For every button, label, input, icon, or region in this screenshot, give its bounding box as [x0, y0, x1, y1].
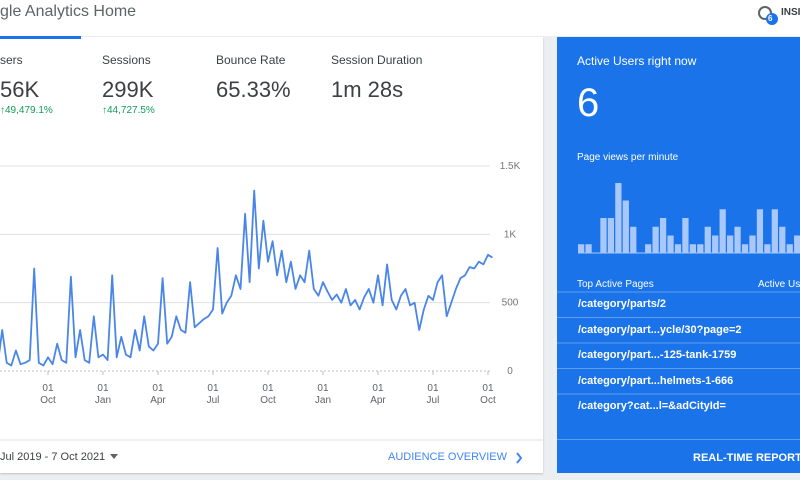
bar	[764, 244, 771, 253]
tab-indicator	[0, 36, 81, 39]
active-page: /category/part...-125-tank-1759	[578, 349, 737, 361]
x-tick-label: 01 Oct	[40, 383, 56, 406]
bar	[749, 235, 756, 253]
chart-label: Page views per minute	[577, 152, 679, 163]
bar	[794, 235, 800, 253]
bar	[779, 226, 786, 253]
x-tick-label: 01 Oct	[480, 383, 496, 406]
audience-card	[0, 37, 543, 473]
y-tick-label: 500	[502, 298, 519, 309]
bar	[697, 244, 704, 253]
page-title: gle Analytics Home	[0, 3, 137, 20]
realtime-title: Active Users right now	[577, 54, 697, 68]
y-tick-label: 1K	[504, 229, 517, 240]
bar	[645, 244, 652, 253]
x-tick-label: 01 Jul	[426, 383, 440, 406]
x-tick-label: 01 Jul	[0, 383, 6, 407]
metric-label: Bounce Rate	[216, 53, 286, 67]
pages-header: Top Active Pages	[577, 279, 654, 290]
realtime-card: Active Users right now 6 Page views per …	[557, 37, 800, 473]
y-tick-label: 0	[507, 366, 513, 377]
bar	[630, 226, 637, 253]
bar	[615, 183, 622, 253]
bar	[622, 200, 629, 253]
x-tick-label: 01 Jan	[314, 383, 332, 406]
active-page: /category/parts/2	[578, 298, 667, 310]
bar	[652, 226, 659, 253]
bar	[667, 235, 674, 253]
metric-label: Session Duration	[331, 53, 423, 67]
x-tick-label: 01 Jul	[206, 383, 220, 406]
bar	[734, 226, 741, 253]
insights-badge[interactable]: 6	[768, 14, 773, 23]
bar	[600, 218, 607, 253]
users-header: Active Us	[758, 279, 800, 290]
audience-link[interactable]: AUDIENCE OVERVIEW	[388, 451, 507, 463]
bar	[607, 218, 615, 253]
top-bar: gle Analytics Home 6 INSI	[0, 0, 800, 36]
metric-value: 56K	[0, 77, 40, 102]
bar	[682, 218, 689, 253]
dropdown-arrow	[110, 454, 118, 459]
active-count: 6	[577, 81, 600, 125]
realtime-link[interactable]: REAL-TIME REPORT	[693, 452, 800, 464]
bar	[719, 209, 726, 253]
bar	[756, 209, 764, 253]
metric-label: Sessions	[102, 53, 151, 67]
metric-value: 299K	[102, 77, 154, 102]
active-page: /category/part...helmets-1-666	[578, 374, 734, 387]
metric-change: ↑49,479.1%	[0, 105, 53, 116]
metric-value: 65.33%	[216, 77, 291, 102]
date-range[interactable]: Jul 2019 - 7 Oct 2021	[0, 451, 106, 463]
metric-value: 1m 28s	[331, 77, 404, 102]
bar	[578, 244, 585, 253]
bar	[712, 235, 719, 253]
bar	[689, 244, 696, 253]
bar	[771, 209, 778, 253]
bar	[585, 244, 592, 253]
bar	[674, 244, 682, 253]
chevron	[516, 452, 523, 464]
bar	[727, 235, 734, 253]
bar	[741, 244, 749, 253]
bar	[659, 218, 667, 253]
data-line	[0, 189, 493, 367]
active-page: /category/part...ycle/30?page=2	[578, 323, 742, 336]
y-tick-label: 1.5K	[500, 161, 521, 172]
x-tick-label: 01 Apr	[150, 383, 166, 406]
bar	[704, 226, 711, 253]
bar	[786, 244, 793, 253]
metric-label: sers	[0, 53, 23, 67]
active-page: /category?cat...l=&adCityId=	[578, 400, 726, 412]
x-tick-label: 01 Apr	[370, 383, 386, 406]
x-tick-label: 01 Jan	[94, 383, 112, 406]
divider	[557, 439, 800, 440]
metric-change: ↑44,727.5%	[102, 105, 155, 116]
insights-icon	[758, 6, 778, 25]
x-tick-label: 01 Oct	[260, 383, 276, 406]
insights-button[interactable]: INSI	[781, 7, 800, 18]
